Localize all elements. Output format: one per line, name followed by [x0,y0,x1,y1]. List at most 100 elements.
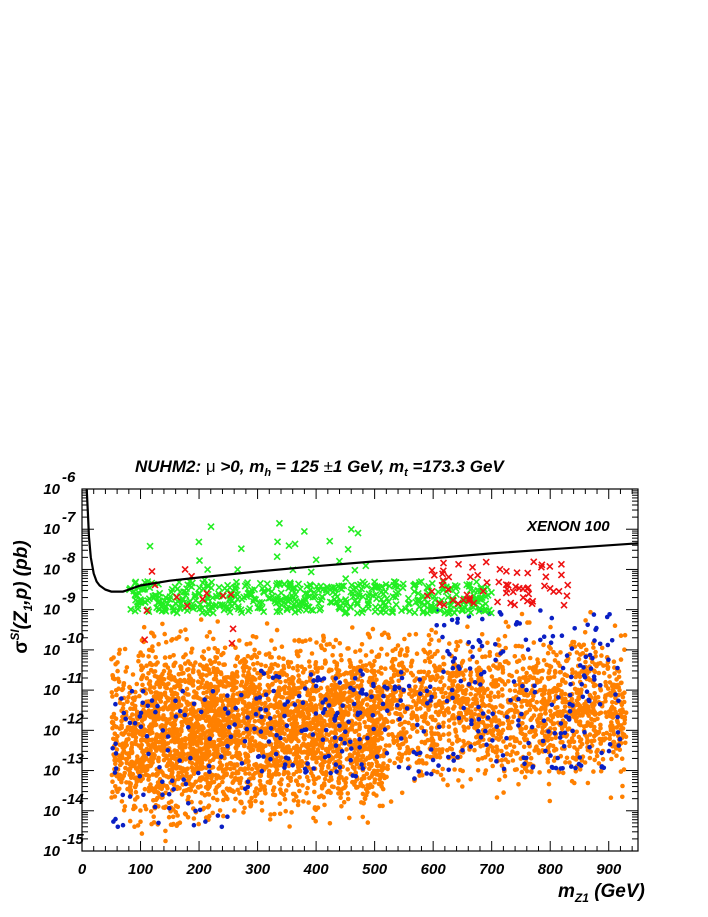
orange-point [516,782,521,787]
orange-point [608,708,613,713]
orange-point [318,751,324,756]
orange-point [623,734,629,740]
orange-point [166,671,172,677]
orange-point [411,698,416,704]
orange-point [140,682,145,688]
blue-point [239,692,244,698]
orange-point [548,646,553,651]
orange-point [190,709,196,715]
orange-point [535,670,540,675]
orange-point [563,760,568,765]
orange-point [555,660,561,666]
orange-point [135,728,140,734]
orange-point [125,699,130,704]
orange-point [319,786,325,791]
orange-point [239,785,244,791]
orange-point [536,723,541,729]
blue-point [310,732,316,737]
orange-point [385,719,390,724]
orange-point [571,732,577,738]
orange-point [176,698,182,704]
orange-point [313,689,319,694]
orange-point [327,723,332,729]
orange-point [526,751,532,757]
orange-point [614,725,619,730]
orange-point [378,706,384,712]
orange-point [577,738,583,744]
orange-point [546,676,551,682]
orange-point [416,669,422,675]
blue-point [123,716,128,722]
orange-point [535,657,540,662]
orange-point [350,693,355,698]
orange-point [588,723,593,729]
orange-point [531,640,537,645]
orange-point [249,795,254,801]
orange-point [406,720,411,726]
orange-point [478,676,484,681]
orange-point [295,761,301,766]
orange-point [622,720,627,726]
orange-point [287,681,292,686]
orange-point [306,800,311,805]
orange-point [117,647,122,653]
orange-point [389,676,394,682]
orange-point [370,772,375,777]
orange-point [174,729,180,735]
orange-point [419,725,425,730]
orange-point [163,838,168,844]
orange-point [225,737,231,743]
orange-point [322,802,327,808]
orange-point [337,727,343,733]
orange-point [350,625,355,630]
orange-point [331,749,336,754]
orange-point [473,693,478,698]
blue-point [380,701,386,707]
orange-point [283,679,289,684]
orange-point [203,772,208,777]
orange-point [556,770,562,775]
orange-point [310,687,316,692]
orange-point [429,627,434,633]
orange-point [507,688,513,693]
blue-point [421,729,427,734]
orange-point [518,727,523,732]
orange-point [144,663,149,668]
orange-point [358,780,364,786]
orange-point [318,721,324,726]
orange-point [267,780,273,785]
orange-point [456,778,461,783]
orange-point [441,661,447,667]
orange-point [233,729,238,734]
orange-point [412,714,418,719]
orange-point [465,696,471,702]
orange-point [582,760,588,765]
blue-point [188,755,193,761]
orange-point [594,749,599,755]
blue-point [322,754,328,760]
orange-point [353,770,359,775]
blue-point [268,756,273,762]
orange-point [267,817,273,822]
orange-point [186,667,191,672]
orange-point [237,781,243,786]
orange-point [598,768,604,774]
orange-point [123,669,128,674]
orange-point [200,664,205,669]
orange-point [288,748,293,753]
orange-point [393,711,398,716]
orange-point [587,732,593,737]
orange-point [115,789,120,794]
orange-point [392,760,397,766]
orange-point [516,643,522,649]
orange-point [353,649,358,654]
orange-point [119,779,124,785]
orange-point [620,794,625,800]
orange-point [306,778,311,784]
orange-point [489,719,495,725]
orange-point [611,749,616,755]
orange-point [213,673,219,678]
orange-point [257,682,263,688]
orange-point [152,669,158,674]
orange-point [253,793,258,799]
